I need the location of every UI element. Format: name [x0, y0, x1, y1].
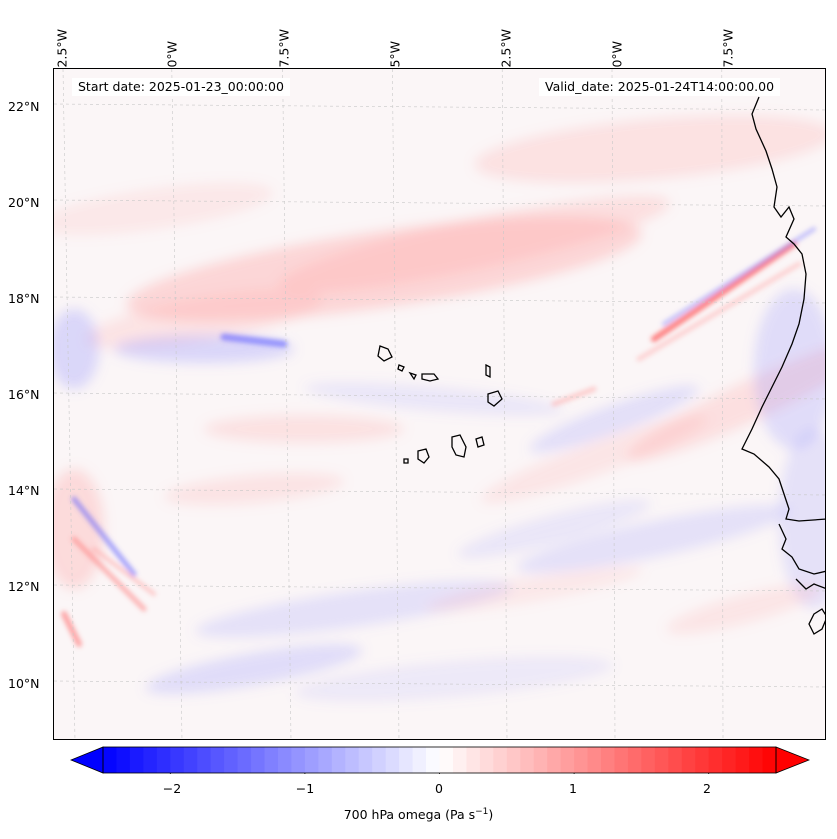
valid-date-label: Valid_date: 2025-01-24T14:00:00.00	[539, 78, 781, 96]
lon-label-22-5w: 22.5°W	[498, 29, 514, 76]
colorbar-tick-neg1: −1	[295, 781, 315, 796]
colorbar	[70, 746, 810, 774]
lat-label-18n: 18°N	[8, 291, 40, 306]
start-date-label: Start date: 2025-01-23_00:00:00	[72, 78, 290, 96]
lon-label-25w: 25°W	[387, 40, 403, 76]
colorbar-tick-2: 2	[703, 781, 711, 796]
lat-label-14n: 14°N	[8, 483, 40, 498]
lat-label-20n: 20°N	[8, 195, 40, 210]
lat-label-12n: 12°N	[8, 579, 40, 594]
graticule	[54, 69, 825, 739]
lon-label-30w: 30°W	[164, 40, 180, 76]
lon-label-27-5w: 27.5°W	[276, 29, 292, 76]
colorbar-tick-1: 1	[569, 781, 577, 796]
lat-label-10n: 10°N	[8, 676, 40, 691]
lon-label-32-5w: 32.5°W	[54, 29, 70, 76]
coastlines	[377, 96, 825, 635]
omega-field-plot	[54, 69, 825, 739]
omega-map	[53, 68, 826, 740]
lon-label-20w: 20°W	[609, 40, 625, 76]
colorbar-tick-0: 0	[435, 781, 443, 796]
colorbar-tick-neg2: −2	[162, 781, 182, 796]
lon-label-17-5w: 17.5°W	[720, 29, 736, 76]
colorbar-label: 700 hPa omega (Pa s−1)	[343, 807, 494, 823]
lat-label-22n: 22°N	[8, 99, 40, 114]
lat-label-16n: 16°N	[8, 387, 40, 402]
omega-wave-bands	[61, 227, 816, 647]
